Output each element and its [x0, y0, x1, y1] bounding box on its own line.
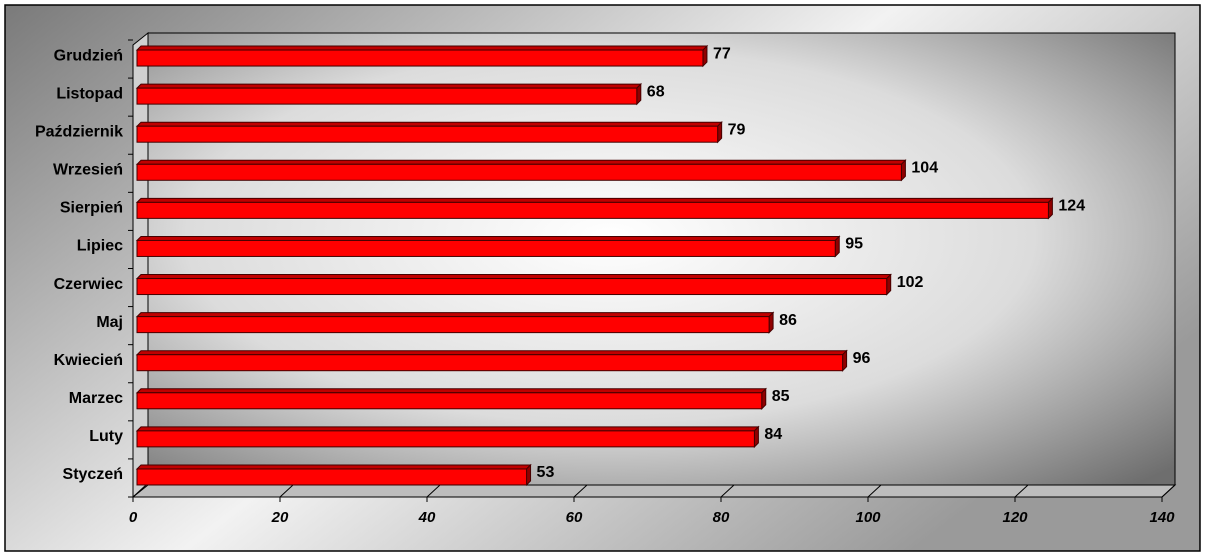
y-tick-label: Maj [96, 314, 123, 331]
x-tick-diag [132, 484, 147, 498]
bar [136, 354, 844, 372]
x-tick-diag [426, 484, 441, 498]
value-label: 84 [764, 426, 782, 443]
value-label: 85 [772, 388, 790, 405]
floor [131, 484, 1177, 498]
value-label: 124 [1058, 198, 1085, 215]
bar-side [842, 349, 848, 372]
bar-top [135, 388, 767, 394]
y-tick-label: Październik [35, 123, 123, 140]
bar [136, 239, 836, 257]
bar-side [886, 273, 892, 296]
bar-top [135, 83, 643, 89]
x-tick-diag [867, 484, 882, 498]
bar [136, 430, 755, 448]
value-label: 79 [728, 121, 746, 138]
x-tick-label: 140 [1149, 509, 1175, 526]
x-tick-label: 40 [418, 509, 436, 526]
bar-top [135, 426, 760, 432]
bar [136, 201, 1049, 219]
value-label: 86 [779, 312, 797, 329]
bar [136, 49, 704, 67]
bar-top [135, 197, 1054, 203]
bar [136, 125, 719, 143]
y-tick-label: Sierpień [60, 200, 123, 217]
bar-side [526, 463, 532, 487]
y-tick-label: Lipiec [77, 238, 123, 255]
y-tick-label: Listopad [56, 85, 123, 102]
y-tick-label: Luty [89, 428, 123, 445]
x-tick-label: 120 [1002, 509, 1028, 526]
bar-side [636, 82, 642, 106]
x-tick-label: 20 [271, 509, 289, 526]
value-label: 68 [647, 83, 665, 100]
bar-side [702, 44, 708, 68]
bar-top [135, 464, 532, 470]
bar-side [900, 159, 906, 182]
value-label: 53 [537, 464, 555, 481]
y-tick-label: Grudzień [54, 47, 123, 64]
bar-side [717, 121, 723, 144]
bar-top [135, 350, 848, 356]
x-tick-label: 100 [855, 509, 881, 526]
bar [136, 278, 888, 296]
value-label: 95 [845, 236, 863, 253]
y-tick-label: Wrzesień [53, 162, 123, 179]
x-tick-diag [1161, 484, 1176, 498]
value-label: 77 [713, 45, 731, 62]
y-tick-label: Styczeń [63, 466, 123, 483]
y-tick-label: Kwiecień [54, 352, 123, 369]
bar-top [135, 45, 709, 51]
value-label: 104 [911, 160, 938, 177]
x-tick-label: 60 [566, 509, 583, 526]
x-tick-label: 0 [129, 509, 138, 526]
bar-top [135, 121, 723, 127]
value-label: 96 [853, 350, 871, 367]
bar-top [135, 312, 775, 318]
bar [136, 468, 528, 486]
x-tick-diag [573, 484, 588, 498]
x-tick-diag [720, 484, 735, 498]
bar-top [135, 159, 907, 165]
bar-side [834, 235, 840, 258]
bar [136, 392, 763, 410]
bar [136, 87, 638, 105]
x-tick-label: 80 [713, 509, 730, 526]
bar [136, 316, 770, 334]
y-tick-label: Marzec [69, 390, 123, 407]
bar-side [768, 311, 774, 334]
bar-top [135, 274, 892, 280]
value-label: 102 [897, 274, 924, 291]
bar-side [753, 425, 759, 449]
y-tick-label: Czerwiec [54, 276, 123, 293]
bar [136, 163, 902, 181]
bar-side [1047, 197, 1053, 220]
bar-top [135, 235, 841, 241]
x-tick-diag [1014, 484, 1029, 498]
bar-side [761, 387, 767, 410]
x-tick-diag [279, 484, 294, 498]
